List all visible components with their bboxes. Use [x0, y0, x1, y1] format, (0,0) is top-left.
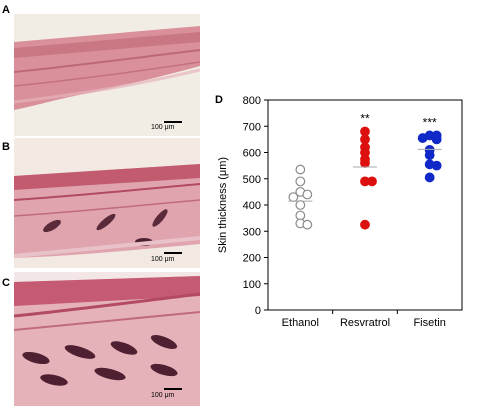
scale-bar-label-a: 100 μm — [151, 124, 175, 131]
data-point — [431, 160, 442, 171]
x-category-label: Resvratrol — [340, 317, 390, 329]
y-axis-label: Skin thickness (μm) — [217, 157, 229, 253]
scale-bar-label-b: 100 μm — [151, 256, 175, 263]
y-tick-label: 200 — [243, 253, 261, 265]
data-point — [295, 164, 306, 175]
significance-label: ** — [360, 112, 370, 126]
data-point — [431, 134, 442, 145]
y-tick-label: 0 — [255, 305, 261, 317]
data-point — [288, 192, 299, 203]
micrograph-a: 100 μm — [14, 14, 200, 136]
data-point — [295, 176, 306, 187]
micrograph-c: 100 μm — [14, 272, 200, 406]
micrograph-c-image — [14, 276, 200, 406]
panel-letter-c: C — [2, 277, 10, 289]
data-point — [360, 219, 370, 230]
y-tick-label: 700 — [243, 121, 261, 133]
y-tick-label: 100 — [243, 279, 261, 291]
significance-label: *** — [423, 115, 437, 129]
data-point — [302, 189, 313, 200]
data-point — [424, 150, 435, 161]
data-point — [295, 200, 306, 210]
panel-letter-a: A — [2, 4, 10, 16]
x-category-label: Ethanol — [282, 317, 319, 329]
micrograph-b-image — [14, 164, 200, 258]
x-category-label: Fisetin — [413, 317, 445, 329]
data-point — [360, 158, 370, 168]
panel-letter-d: D — [215, 94, 223, 106]
y-tick-label: 400 — [243, 200, 261, 212]
data-point — [417, 133, 428, 143]
micrograph-b: 100 μm — [14, 138, 200, 268]
scale-bar-label-c: 100 μm — [151, 392, 175, 399]
data-point — [367, 176, 377, 187]
data-point — [302, 219, 313, 230]
y-tick-label: 500 — [243, 174, 261, 186]
panel-letter-b: B — [2, 141, 10, 153]
y-tick-label: 800 — [243, 95, 261, 107]
y-tick-label: 300 — [243, 226, 261, 238]
micrograph-a-image — [14, 26, 200, 123]
data-point — [424, 172, 435, 183]
y-tick-label: 600 — [243, 148, 261, 160]
